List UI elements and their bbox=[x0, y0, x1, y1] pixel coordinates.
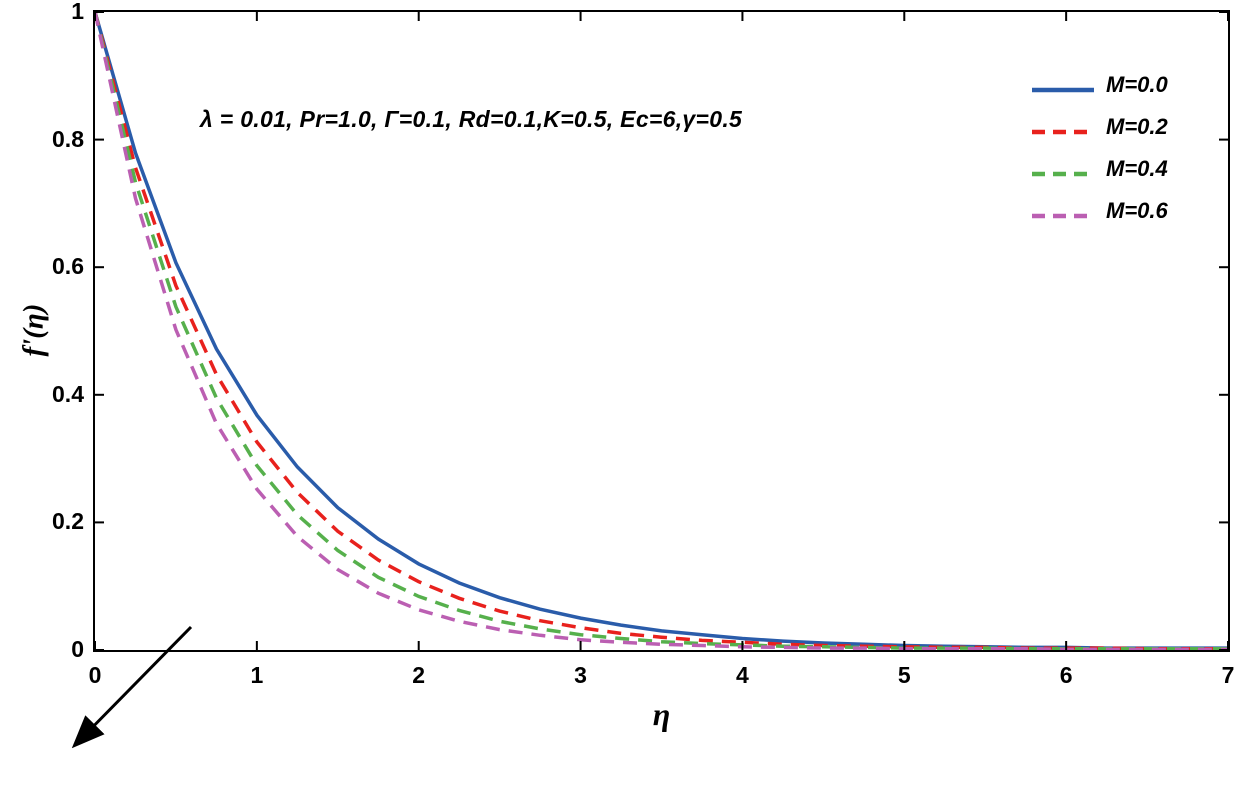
x-tick-label: 6 bbox=[1059, 662, 1073, 688]
plot-area bbox=[95, 12, 1228, 650]
x-tick-label: 7 bbox=[1221, 662, 1235, 688]
legend-line-sample-dashed bbox=[1032, 207, 1094, 219]
curve-M=0.6 bbox=[95, 12, 1228, 650]
legend-label: M=0.2 bbox=[1106, 114, 1168, 139]
y-tick-label: 0 bbox=[71, 636, 84, 662]
legend-item: M=0.6 bbox=[1032, 190, 1168, 232]
legend-line-sample-dashed bbox=[1032, 123, 1094, 135]
curve-M=0.2 bbox=[95, 12, 1228, 650]
x-tick-label: 1 bbox=[250, 662, 264, 688]
x-tick-label: 3 bbox=[574, 662, 587, 688]
x-tick-label: 0 bbox=[88, 662, 102, 688]
x-axis-label: η bbox=[652, 696, 671, 732]
x-tick-label: 2 bbox=[412, 662, 426, 688]
y-tick-label: 1 bbox=[71, 0, 84, 24]
y-tick-label: 0.2 bbox=[52, 508, 84, 535]
legend-label: M=0.0 bbox=[1106, 72, 1168, 97]
legend-item: M=0.0 bbox=[1032, 64, 1168, 106]
x-tick-label: 4 bbox=[736, 662, 749, 688]
parameters-annotation: λ = 0.01, Pr=1.0, Γ=0.1, Rd=0.1,K=0.5, E… bbox=[200, 106, 743, 132]
y-axis-label: f'(η) bbox=[17, 303, 50, 357]
legend-line-sample-solid bbox=[1032, 81, 1094, 93]
legend-label: M=0.4 bbox=[1106, 156, 1168, 181]
legend-item: M=0.4 bbox=[1032, 148, 1168, 190]
x-tick-label: 5 bbox=[897, 662, 911, 688]
legend-line-sample-dashed bbox=[1032, 165, 1094, 177]
legend-item: M=0.2 bbox=[1032, 106, 1168, 148]
y-tick-label: 0.6 bbox=[52, 253, 84, 280]
legend-label: M=0.6 bbox=[1106, 198, 1168, 223]
y-tick-label: 0.4 bbox=[52, 380, 84, 407]
legend: M=0.0 M=0.2 M=0.4 M=0.6 bbox=[1032, 64, 1168, 232]
y-tick-label: 0.8 bbox=[52, 125, 84, 152]
